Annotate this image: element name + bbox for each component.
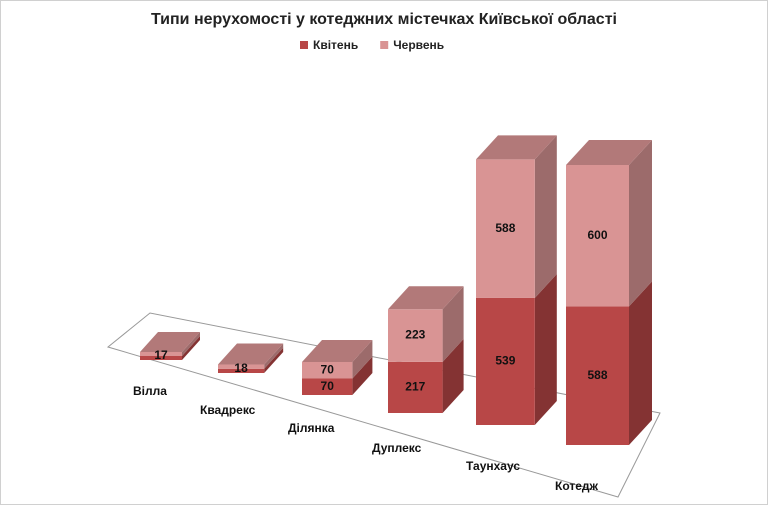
bar-side — [629, 139, 652, 307]
bar-side — [352, 356, 373, 395]
value-label: 223 — [405, 328, 425, 342]
x-tick-label: Дуплекс — [372, 441, 422, 455]
value-label: 539 — [495, 354, 515, 368]
value-label: 17 — [154, 348, 168, 362]
bar — [302, 378, 353, 395]
bar — [218, 368, 265, 373]
floor — [106, 312, 661, 498]
value-label: 70 — [321, 379, 335, 393]
value-label: 217 — [405, 380, 425, 394]
x-tick-label: Котедж — [555, 479, 599, 493]
bar — [476, 297, 535, 425]
bar-top — [218, 343, 284, 365]
bar-side — [629, 281, 652, 445]
bar — [140, 351, 182, 356]
bar — [388, 309, 443, 362]
bar-top — [476, 135, 557, 160]
bar — [218, 364, 265, 369]
legend-label: Червень — [393, 38, 444, 52]
bar-side — [534, 273, 557, 425]
chart-title: Типи нерухомості у котеджних містечках К… — [151, 11, 617, 28]
bar-top — [140, 331, 200, 352]
bar-top — [302, 340, 373, 363]
value-label: 70 — [321, 362, 335, 376]
bar-side — [352, 340, 373, 379]
bar-side — [442, 286, 464, 362]
bar — [476, 159, 535, 298]
bar-side — [182, 331, 200, 356]
bar-top — [388, 286, 464, 310]
x-tick-label: Ділянка — [288, 421, 335, 435]
x-tick-label: Вілла — [133, 384, 167, 398]
legend-swatch — [380, 41, 389, 49]
x-tick-label: Квадрекс — [200, 403, 256, 417]
bar — [140, 355, 182, 360]
bar — [566, 306, 629, 445]
value-label: 588 — [587, 368, 607, 382]
bar-top — [566, 139, 652, 165]
bar-side — [264, 347, 284, 373]
bar-side — [442, 338, 464, 413]
legend-label: Квітень — [313, 38, 358, 52]
bar-side — [264, 343, 284, 369]
bar-side — [534, 135, 557, 298]
x-tick-label: Таунхаус — [466, 459, 520, 473]
value-label: 18 — [234, 361, 248, 375]
bar — [566, 164, 629, 307]
value-label: 600 — [587, 228, 607, 242]
bar — [388, 361, 443, 413]
value-label: 588 — [495, 221, 515, 235]
legend-swatch — [300, 41, 308, 49]
bar-side — [182, 335, 200, 360]
bar — [302, 362, 353, 379]
